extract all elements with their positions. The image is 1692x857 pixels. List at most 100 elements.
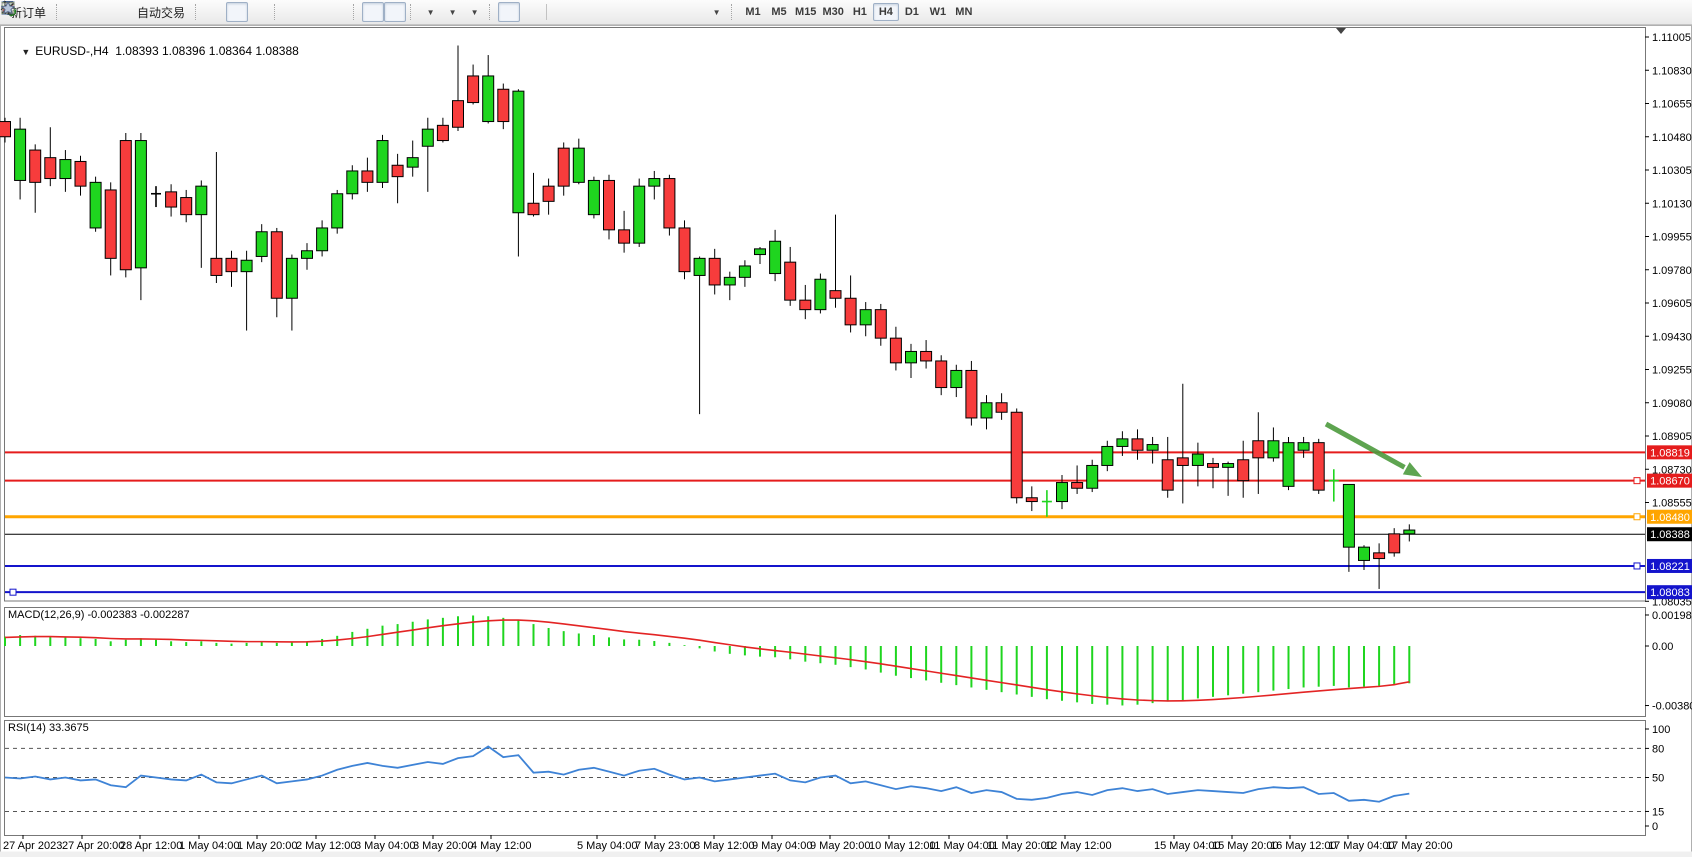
tile-windows-button[interactable] xyxy=(1,1,349,22)
time-label: 7 May 23:00 xyxy=(635,840,696,852)
chart-shift-button[interactable] xyxy=(2,2,407,22)
time-label: 3 May 04:00 xyxy=(355,840,416,852)
quote-panel-toggle-icon[interactable]: ▼ xyxy=(21,47,31,57)
timeframe-m30[interactable]: M30 xyxy=(822,6,844,18)
toolbar-grip xyxy=(489,4,494,20)
candle-bull xyxy=(648,178,661,187)
candle-bear xyxy=(557,147,570,187)
candle-bull xyxy=(769,240,782,275)
candle-bull xyxy=(14,128,27,181)
horizontal-line-tool[interactable] xyxy=(2,2,595,22)
market-watch-button[interactable] xyxy=(2,2,109,22)
candle-bear xyxy=(74,160,87,187)
autotrading-button[interactable]: 自动交易 xyxy=(1,2,191,22)
candle-bull xyxy=(482,75,495,123)
svg-text:F: F xyxy=(9,12,13,17)
price-line-1.08819[interactable]: 1.08819 xyxy=(5,445,1692,460)
macd-axis-label: 0.001982 xyxy=(1652,610,1692,622)
chart-window: 1.11005 1.10830 1.10655 1.10480 1.10305 1.101… xyxy=(0,25,1692,857)
price-line-1.08388[interactable]: 1.08388 xyxy=(5,527,1692,542)
candle-bull xyxy=(1191,453,1204,466)
bar-chart-button[interactable] xyxy=(2,2,226,22)
timeframe-m1[interactable]: M1 xyxy=(745,6,761,18)
price-tick-label: 1.08555 xyxy=(1652,498,1692,510)
trendline-tool[interactable] xyxy=(1,2,617,22)
toolbar-separator xyxy=(546,4,548,20)
zoom-out-button[interactable] xyxy=(1,1,327,22)
text-tool[interactable]: A xyxy=(4,1,683,22)
arrow-shaft xyxy=(1324,421,1406,470)
candle-bear xyxy=(1161,459,1174,491)
fibonacci-tool[interactable]: F xyxy=(2,2,661,22)
timeframe-w1[interactable]: W1 xyxy=(929,6,947,18)
templates-button[interactable]: ▼ xyxy=(1,2,485,22)
price-tick-label: 1.08035 xyxy=(1652,596,1692,608)
candle-bear xyxy=(225,257,238,273)
candle-bull xyxy=(331,193,344,229)
time-label: 9 May 20:00 xyxy=(810,840,871,852)
text-label-tool[interactable]: T xyxy=(1,2,705,22)
line-handle xyxy=(1633,562,1641,570)
candle-bull xyxy=(195,185,208,216)
candle-bear xyxy=(0,121,11,138)
candle-bull xyxy=(285,257,298,299)
rsi-indicator: 100 80 50 15 0 xyxy=(4,724,1670,833)
price-line-1.08083[interactable]: 1.08083 xyxy=(5,585,1692,600)
candle-bull xyxy=(587,179,600,216)
candle-bear xyxy=(1312,442,1325,491)
candle-bear xyxy=(935,360,948,389)
candle-bull xyxy=(980,402,993,419)
candle-bull xyxy=(1116,438,1129,447)
candlestick-chart-button[interactable] xyxy=(2,1,249,22)
timeframe-m15[interactable]: M15 xyxy=(795,6,817,18)
price-line-1.08480[interactable]: 1.08480 xyxy=(5,509,1692,524)
timeframe-h4[interactable]: H4 xyxy=(872,3,899,21)
price-tick-label: 1.10480 xyxy=(1652,132,1692,144)
timeframe-d1[interactable]: D1 xyxy=(904,6,919,18)
timeframe-mn[interactable]: MN xyxy=(955,6,973,18)
chart-canvas[interactable]: 1.11005 1.10830 1.10655 1.10480 1.10305 1.101… xyxy=(0,25,1692,857)
timeframe-m5[interactable]: M5 xyxy=(771,6,787,18)
auto-scroll-button[interactable] xyxy=(2,2,385,22)
candle-bull xyxy=(859,309,872,326)
candle-bear xyxy=(678,227,691,273)
candle-bear xyxy=(180,197,193,216)
price-line-1.08670[interactable]: 1.08670 xyxy=(5,473,1692,488)
vertical-line-tool[interactable] xyxy=(7,2,573,22)
line-handle xyxy=(1633,477,1641,485)
signals-button[interactable] xyxy=(2,2,131,22)
price-tick-label: 1.10130 xyxy=(1652,198,1692,210)
shift-marker-icon xyxy=(1336,28,1346,34)
line-chart-button[interactable] xyxy=(1,2,270,22)
macd-axis-label: -0.003804 xyxy=(1652,701,1692,713)
time-label: 15 May 20:00 xyxy=(1212,840,1279,852)
candle-bull xyxy=(1342,483,1355,548)
candle-bear xyxy=(1025,497,1038,503)
cursor-tool-button[interactable] xyxy=(4,0,521,22)
zoom-in-button[interactable] xyxy=(1,1,305,22)
trend-arrow-annotation[interactable] xyxy=(1324,421,1422,477)
time-label: 27 Apr 20:00 xyxy=(62,840,124,852)
timeframe-h1[interactable]: H1 xyxy=(852,6,867,18)
candle-bull xyxy=(950,369,963,389)
main-pane xyxy=(4,27,1646,602)
candle-bear xyxy=(829,290,842,299)
candle-bear xyxy=(1071,482,1084,489)
candle-bear xyxy=(995,402,1008,413)
arrows-tool[interactable]: ▼ xyxy=(0,0,727,22)
indicators-button[interactable]: ▼ xyxy=(1,2,441,22)
price-tick-label: 1.10830 xyxy=(1652,65,1692,77)
periods-button[interactable]: ▼ xyxy=(1,1,463,22)
candle-bear xyxy=(708,257,721,286)
equidistant-channel-tool[interactable]: E xyxy=(0,1,639,22)
candle-bear xyxy=(663,178,676,229)
profiles-button[interactable] xyxy=(1,2,87,22)
macd-signal-line xyxy=(4,619,1410,702)
crosshair-tool-button[interactable] xyxy=(1,1,542,22)
candle-bear xyxy=(784,261,797,301)
price-tick-label: 1.10655 xyxy=(1652,99,1692,111)
timeframe-group: M1 M5 M15 M30 H1 H4 D1 W1 MN xyxy=(740,3,977,21)
candle-bear xyxy=(104,189,117,259)
price-line-1.08221[interactable]: 1.08221 xyxy=(5,558,1692,573)
